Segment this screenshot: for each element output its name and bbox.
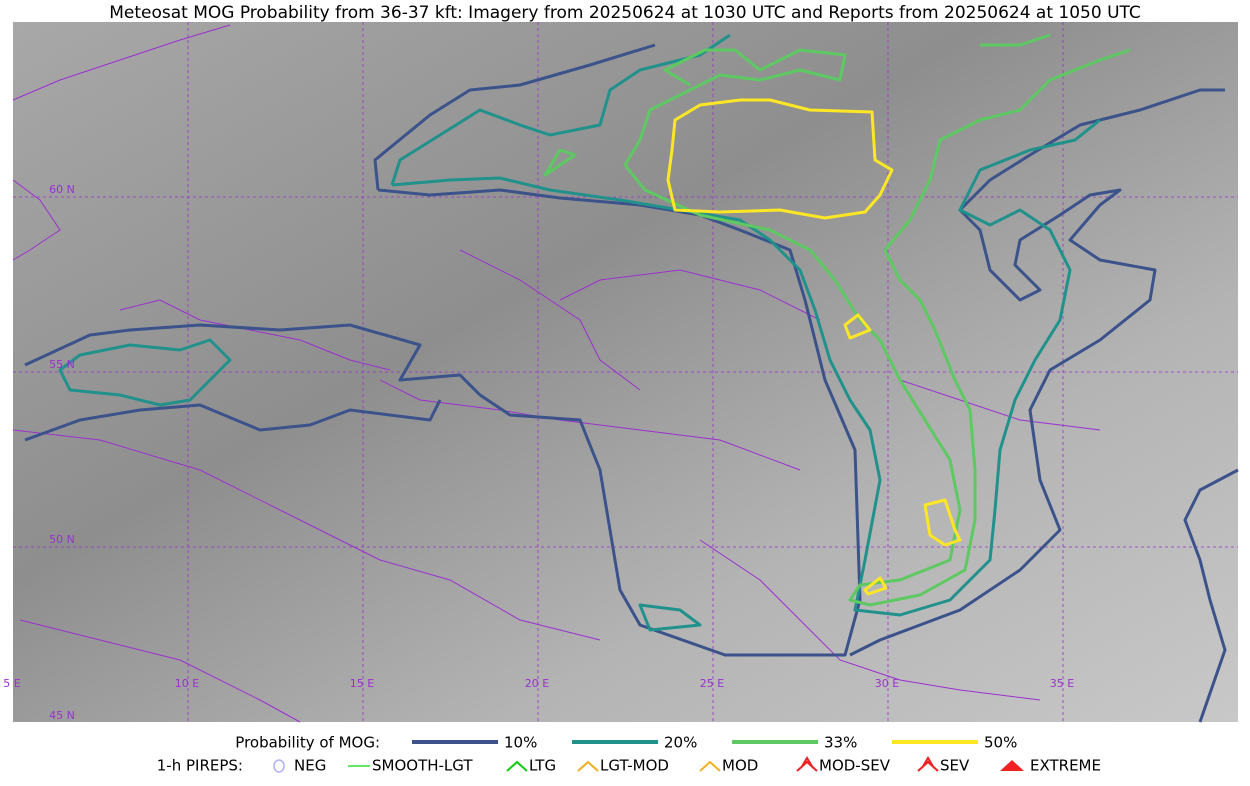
pirep-symbol	[273, 759, 285, 773]
pirep-symbol	[506, 760, 528, 772]
legend-label: EXTREME	[1030, 757, 1101, 775]
legend-label: 10%	[504, 734, 537, 752]
legend-label: MOD-SEV	[819, 757, 891, 775]
legend-label: SEV	[940, 757, 970, 775]
lon-label: 30 E	[875, 677, 899, 690]
pirep-symbol	[699, 760, 721, 772]
legend-title: 1-h PIREPS:	[157, 757, 243, 775]
lat-label: 45 N	[49, 709, 75, 722]
lon-label: 20 E	[525, 677, 549, 690]
legend-title: Probability of MOG:	[235, 734, 380, 752]
lon-label: 5 E	[3, 677, 20, 690]
pirep-symbol	[917, 756, 939, 772]
legend-label: SMOOTH-LGT	[372, 757, 473, 775]
legend-label: MOD	[722, 757, 758, 775]
lon-label: 25 E	[700, 677, 724, 690]
pirep-symbol	[1000, 760, 1024, 771]
lat-label: 60 N	[49, 183, 75, 196]
map: 60 N 55 N 50 N 45 N 5 E 10 E 15 E 20 E 2…	[3, 22, 1239, 723]
lon-label: 15 E	[350, 677, 374, 690]
legend-label: 20%	[664, 734, 697, 752]
contours	[24, 33, 1239, 723]
title: Meteosat MOG Probability from 36-37 kft:…	[109, 3, 1141, 23]
lon-label: 10 E	[175, 677, 199, 690]
legend: Probability of MOG: 1-h PIREPS: 10% 20% 33…	[157, 734, 1101, 775]
pirep-symbol	[577, 760, 599, 772]
legend-label: 33%	[824, 734, 857, 752]
legend-label: NEG	[294, 757, 326, 775]
lat-label: 55 N	[49, 358, 75, 371]
pirep-symbol	[796, 756, 818, 772]
lat-label: 50 N	[49, 533, 75, 546]
legend-label: LTG	[529, 757, 556, 775]
legend-label: 50%	[984, 734, 1017, 752]
legend-label: LGT-MOD	[600, 757, 669, 775]
lon-label: 35 E	[1050, 677, 1074, 690]
